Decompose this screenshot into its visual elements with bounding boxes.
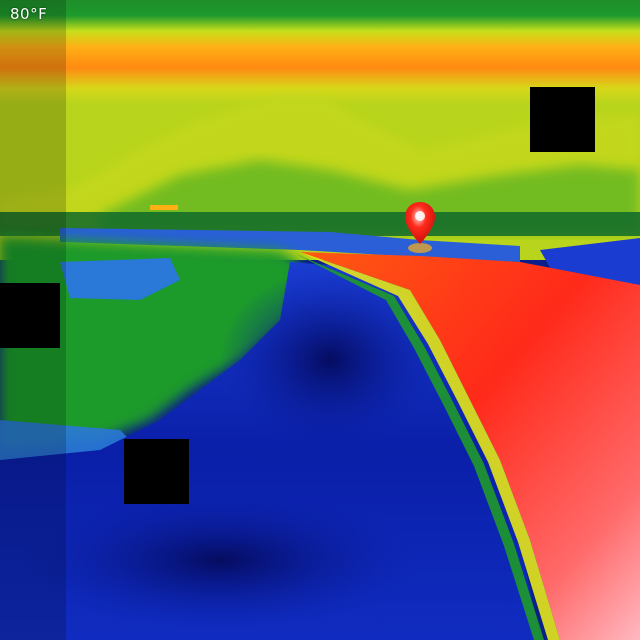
redaction-box — [530, 87, 595, 152]
redaction-box — [124, 439, 189, 504]
redaction-box — [0, 283, 60, 348]
hotspot-pin-icon[interactable] — [400, 198, 440, 256]
temperature-scale-label: 80°F — [10, 5, 47, 23]
